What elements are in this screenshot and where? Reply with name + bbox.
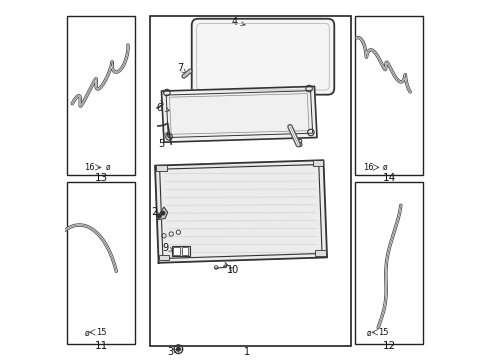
Text: 5: 5 — [158, 132, 168, 149]
Bar — [67, 182, 135, 344]
Text: 4: 4 — [231, 17, 245, 27]
Text: 9: 9 — [163, 243, 173, 253]
Circle shape — [176, 347, 180, 351]
Text: 1: 1 — [244, 347, 250, 357]
Circle shape — [161, 211, 165, 215]
Bar — [355, 182, 423, 344]
Text: 15: 15 — [96, 328, 106, 337]
Text: 8: 8 — [296, 139, 303, 149]
Polygon shape — [158, 207, 168, 220]
Text: 16: 16 — [84, 163, 95, 172]
Bar — [149, 16, 351, 346]
Bar — [67, 16, 135, 175]
Bar — [156, 165, 167, 171]
Text: 10: 10 — [227, 265, 240, 275]
Bar — [313, 160, 323, 166]
FancyBboxPatch shape — [192, 19, 334, 95]
Bar — [182, 247, 188, 255]
Text: 6: 6 — [157, 103, 170, 113]
Text: 12: 12 — [382, 341, 395, 351]
Text: ø: ø — [84, 328, 89, 338]
Bar — [315, 250, 326, 256]
Bar — [159, 255, 170, 260]
Text: 2: 2 — [151, 207, 160, 217]
Bar — [355, 16, 423, 175]
Text: ø: ø — [383, 163, 388, 172]
Text: 3: 3 — [168, 347, 177, 357]
Circle shape — [157, 214, 161, 218]
Text: 15: 15 — [378, 328, 389, 337]
Text: 7: 7 — [177, 63, 186, 73]
Text: 14: 14 — [382, 173, 395, 183]
Text: 11: 11 — [95, 341, 108, 351]
Text: 13: 13 — [95, 173, 108, 183]
Text: 16: 16 — [363, 163, 374, 172]
Text: ø: ø — [367, 328, 371, 338]
Bar — [173, 247, 180, 255]
Bar — [172, 246, 190, 256]
Polygon shape — [162, 86, 317, 142]
Text: ø: ø — [105, 163, 110, 172]
Polygon shape — [155, 160, 327, 263]
